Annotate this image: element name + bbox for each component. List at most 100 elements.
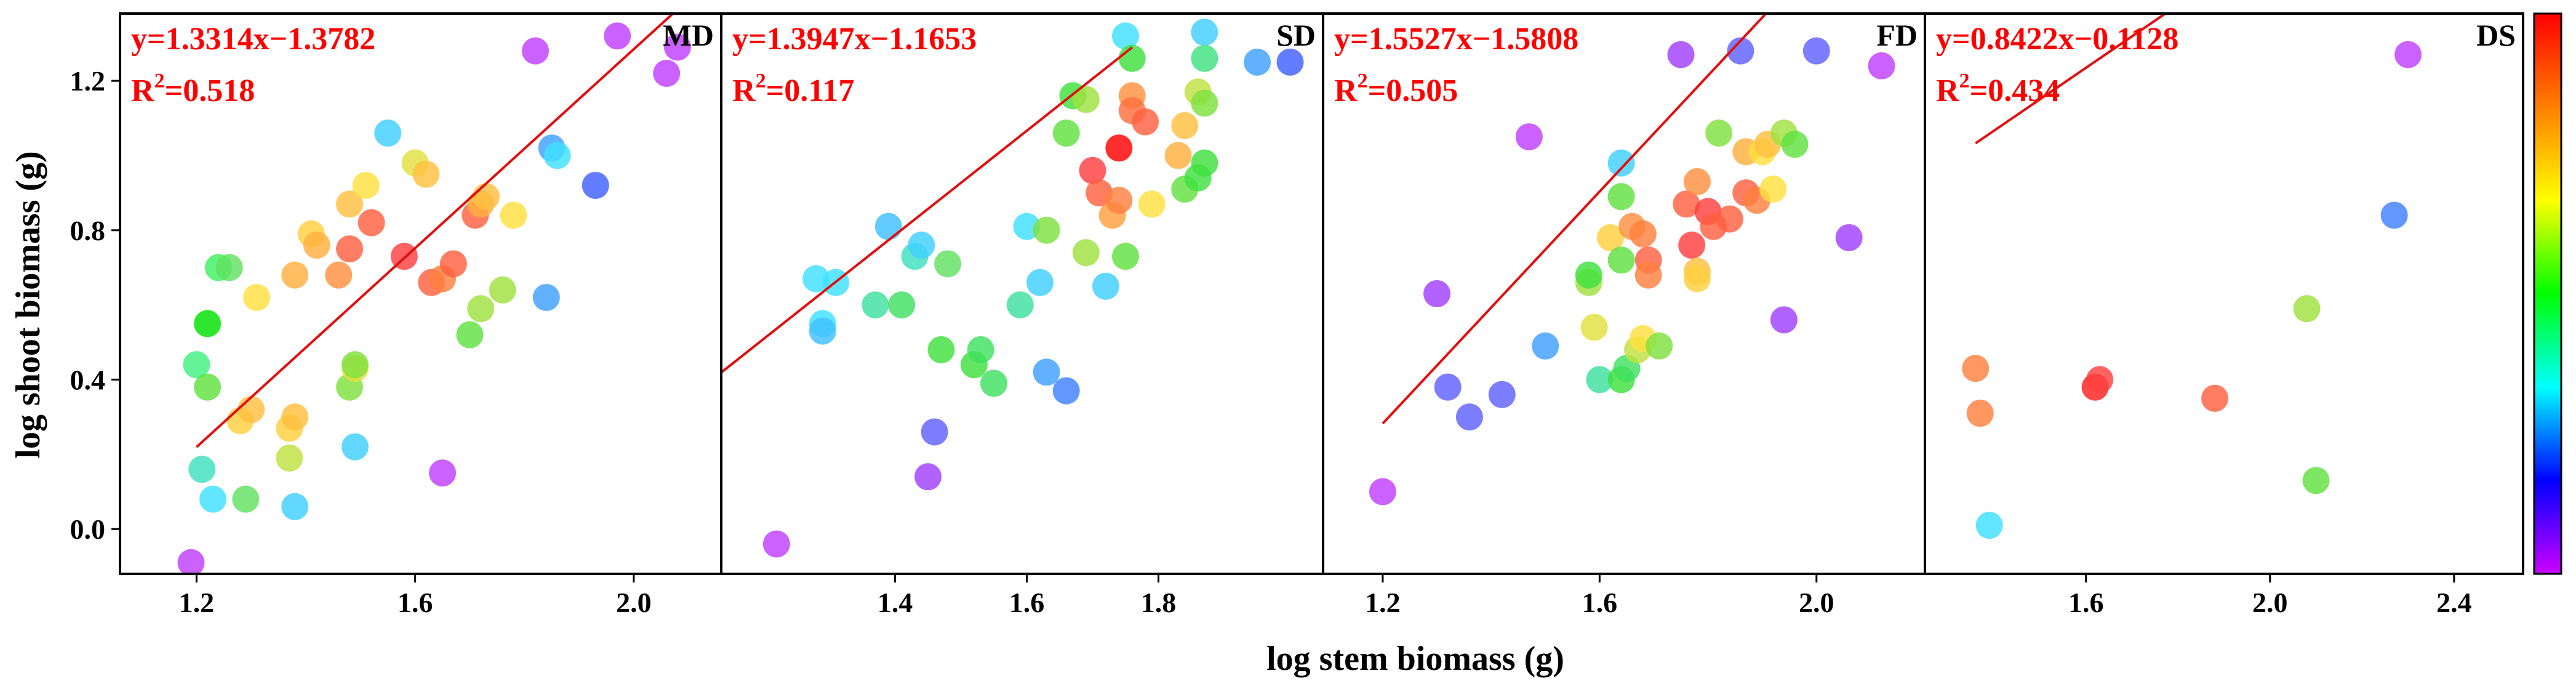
panel-plot-area — [1369, 14, 1895, 506]
x-tick-label: 1.6 — [1582, 587, 1618, 618]
regression-line — [195, 14, 673, 448]
panel-sd: 1.4 1.6 1.8 y=1.3947x−1.1653 R2=0.117 SD — [720, 12, 1324, 618]
y-tick-label: 1.2 — [70, 65, 106, 97]
data-point — [934, 250, 962, 278]
r-squared: R2=0.117 — [732, 70, 854, 108]
data-point — [374, 119, 402, 147]
data-point — [1092, 272, 1119, 300]
data-point — [1033, 216, 1060, 244]
data-point — [1770, 306, 1798, 334]
panel-plot-area — [177, 14, 691, 574]
data-point — [1191, 149, 1218, 177]
data-point — [1052, 377, 1080, 405]
data-point — [532, 284, 560, 312]
data-point — [1580, 313, 1608, 341]
data-point — [1586, 366, 1614, 393]
panel-label: MD — [663, 18, 714, 52]
data-point — [467, 295, 495, 323]
data-point — [2380, 201, 2408, 229]
data-point — [1966, 400, 1994, 427]
r-squared-value: =0.505 — [1368, 73, 1458, 108]
x-tick-label: 2.0 — [1799, 587, 1834, 618]
x-tick-label: 1.2 — [179, 587, 215, 618]
regression-line — [721, 46, 1133, 374]
panel-ds: 1.6 2.0 2.4 y=0.8422x−0.1128 R2=0.434 DS — [1924, 12, 2524, 618]
data-point — [1683, 265, 1711, 292]
data-point — [303, 232, 330, 259]
data-point — [2086, 366, 2114, 393]
panel-plot-area — [721, 18, 1304, 558]
data-point — [276, 444, 303, 472]
y-tick-label: 0.0 — [70, 514, 106, 545]
x-axis-title: log stem biomass (g) — [1266, 640, 1564, 678]
x-tick-label: 1.6 — [398, 587, 433, 618]
data-point — [1727, 37, 1754, 65]
data-point — [1607, 183, 1635, 211]
x-tick-label: 1.2 — [1365, 587, 1401, 618]
panel-plot-area — [1962, 14, 2422, 539]
data-point — [1678, 232, 1706, 259]
y-tick-label: 0.8 — [70, 215, 106, 246]
data-point — [341, 433, 369, 461]
panel-fd: 1.2 1.6 2.0 y=1.5527x−1.5808 R2=0.505 FD — [1322, 12, 1926, 618]
data-point — [1138, 190, 1166, 218]
x-tick-label: 2.0 — [2252, 587, 2288, 618]
data-point — [2302, 467, 2330, 494]
data-point — [1276, 48, 1304, 76]
r-squared-prefix: R — [1334, 73, 1358, 108]
x-tick-label: 2.4 — [2436, 587, 2472, 618]
data-point — [1434, 373, 1462, 401]
data-point — [194, 373, 222, 401]
data-point — [473, 183, 500, 211]
data-point — [336, 235, 364, 263]
panel-label: DS — [2476, 18, 2516, 52]
data-point — [177, 549, 205, 574]
data-point — [1455, 403, 1483, 431]
r-squared-exponent: 2 — [1358, 70, 1368, 92]
data-point — [1052, 119, 1080, 147]
x-tick-label: 1.4 — [878, 587, 913, 618]
data-point — [439, 250, 467, 278]
data-point — [1006, 291, 1034, 319]
data-point — [2293, 295, 2321, 323]
data-point — [1705, 119, 1733, 147]
r-squared-prefix: R — [131, 73, 155, 108]
data-point — [1532, 332, 1559, 360]
data-point — [1835, 224, 1863, 251]
data-point — [336, 190, 364, 218]
colorbar-frame — [2533, 12, 2562, 575]
data-point — [653, 60, 681, 87]
data-point — [1716, 205, 1743, 233]
data-point — [663, 33, 691, 61]
y-axis-title: log shoot biomass (g) — [9, 151, 47, 458]
panel-frame — [1924, 12, 2524, 575]
data-point — [1079, 156, 1106, 184]
data-point — [1607, 246, 1635, 274]
data-point — [1759, 175, 1787, 203]
colorbar — [2533, 12, 2562, 575]
data-point — [281, 493, 309, 520]
data-point — [199, 485, 226, 513]
data-point — [522, 37, 550, 65]
data-point — [215, 254, 243, 281]
x-tick-label: 1.6 — [1009, 587, 1045, 618]
data-point — [358, 209, 385, 236]
regression-line — [1975, 14, 2168, 145]
data-point — [888, 291, 916, 319]
data-point — [2201, 384, 2229, 412]
r-squared-prefix: R — [1936, 73, 1960, 108]
data-point — [1072, 86, 1100, 113]
data-point — [194, 310, 222, 337]
panel-md: 1.2 1.6 2.0 y=1.3314x−1.3782 R2=0.518 MD — [119, 12, 722, 618]
regression-equation: y=1.3947x−1.1653 — [732, 22, 977, 57]
x-tick-label: 2.0 — [616, 587, 652, 618]
data-point — [341, 351, 369, 379]
data-point — [1646, 332, 1673, 360]
regression-equation: y=1.3314x−1.3782 — [131, 22, 375, 57]
data-point — [908, 232, 935, 259]
data-point — [183, 351, 210, 379]
data-point — [1673, 190, 1700, 218]
data-point — [1111, 243, 1139, 270]
data-point — [243, 284, 271, 312]
data-point — [1164, 142, 1192, 169]
